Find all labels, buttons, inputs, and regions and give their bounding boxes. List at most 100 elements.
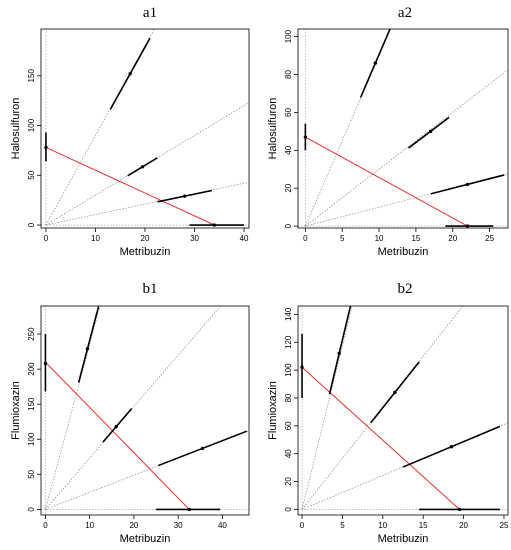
y-tick-label: 100 bbox=[284, 363, 293, 377]
x-axis-label: Metribuzin bbox=[378, 246, 429, 258]
isobole-line bbox=[305, 136, 468, 227]
x-tick-label: 5 bbox=[340, 521, 345, 530]
ray-line bbox=[305, 29, 391, 227]
plot-area bbox=[298, 29, 508, 228]
ray-line bbox=[305, 69, 508, 227]
y-tick-label: 40 bbox=[284, 449, 293, 458]
ray-line bbox=[45, 181, 249, 226]
y-tick-label: 80 bbox=[284, 69, 293, 78]
y-tick-label: 0 bbox=[284, 223, 293, 228]
data-point bbox=[449, 445, 454, 449]
y-tick-label: 200 bbox=[27, 362, 36, 376]
x-tick-label: 20 bbox=[129, 521, 138, 530]
x-tick-label: 0 bbox=[44, 234, 49, 243]
isobole-line bbox=[301, 366, 460, 510]
y-tick-label: 250 bbox=[27, 327, 36, 341]
y-axis-label: Halosulfuron bbox=[10, 98, 22, 160]
plot-area bbox=[298, 306, 508, 515]
chart-title: a2 bbox=[398, 5, 412, 21]
x-axis-label: Metribuzin bbox=[378, 533, 429, 545]
ray-line bbox=[45, 29, 155, 226]
x-axis-label: Metribuzin bbox=[120, 246, 171, 258]
x-tick-label: 10 bbox=[91, 234, 100, 243]
y-tick-label: 120 bbox=[284, 335, 293, 349]
x-tick-label: 10 bbox=[375, 234, 384, 243]
y-tick-label: 50 bbox=[27, 170, 36, 179]
x-axis-label: Metribuzin bbox=[120, 533, 171, 545]
plot-frame bbox=[297, 28, 509, 229]
x-tick-label: 15 bbox=[411, 234, 420, 243]
data-point bbox=[200, 446, 205, 451]
y-tick-label: 100 bbox=[284, 29, 293, 43]
data-point bbox=[114, 424, 118, 429]
y-tick-label: 50 bbox=[27, 469, 36, 478]
x-tick-label: 20 bbox=[459, 521, 468, 530]
x-tick-label: 25 bbox=[500, 521, 509, 530]
data-point bbox=[187, 507, 191, 512]
data-point bbox=[140, 165, 145, 169]
plot-area bbox=[41, 306, 249, 515]
data-point bbox=[182, 194, 187, 198]
y-tick-label: 100 bbox=[27, 432, 36, 446]
y-tick-label: 0 bbox=[27, 507, 36, 512]
plot-frame bbox=[297, 305, 509, 516]
x-tick-label: 0 bbox=[43, 521, 48, 530]
data-point bbox=[428, 129, 433, 134]
x-tick-label: 20 bbox=[448, 234, 457, 243]
chart-title: a1 bbox=[143, 5, 157, 21]
x-tick-label: 40 bbox=[240, 234, 249, 243]
y-tick-label: 60 bbox=[284, 107, 293, 116]
plot-frame bbox=[40, 28, 250, 229]
x-tick-label: 15 bbox=[419, 521, 428, 530]
y-tick-label: 40 bbox=[284, 145, 293, 154]
data-point bbox=[373, 61, 378, 65]
data-point bbox=[465, 224, 470, 228]
x-tick-label: 5 bbox=[340, 234, 345, 243]
y-axis-label: Flumioxazin bbox=[267, 381, 279, 440]
y-tick-label: 20 bbox=[284, 183, 293, 192]
y-axis-label: Flumioxazin bbox=[10, 381, 22, 440]
data-point bbox=[465, 182, 470, 187]
data-point bbox=[300, 365, 304, 370]
y-tick-label: 0 bbox=[284, 507, 293, 512]
data-point bbox=[337, 351, 341, 356]
data-point bbox=[44, 145, 48, 150]
x-tick-label: 10 bbox=[85, 521, 94, 530]
y-tick-label: 20 bbox=[284, 477, 293, 486]
data-point bbox=[303, 135, 308, 139]
data-point bbox=[457, 507, 462, 512]
ray-line bbox=[45, 306, 221, 510]
chart-panel-a2: a2 0 5 10 15 20 25 0 20 40 60 80 100 Metribuzin Halosu… bbox=[267, 5, 509, 258]
chart-panel-b1: b1 0 10 20 30 40 0 50 100 150 200 250 Metribuzin Flum… bbox=[10, 281, 250, 545]
x-tick-label: 10 bbox=[378, 521, 387, 530]
data-point bbox=[393, 390, 397, 395]
x-tick-label: 30 bbox=[174, 521, 183, 530]
confidence-interval bbox=[77, 306, 100, 383]
x-tick-label: 25 bbox=[485, 234, 494, 243]
y-tick-label: 60 bbox=[284, 421, 293, 430]
x-tick-label: 0 bbox=[303, 234, 308, 243]
plot-frame bbox=[40, 305, 250, 516]
y-axis-label: Halosulfuron bbox=[267, 98, 279, 160]
x-tick-label: 30 bbox=[190, 234, 199, 243]
data-point bbox=[85, 347, 90, 351]
x-tick-label: 0 bbox=[300, 521, 305, 530]
data-point bbox=[212, 223, 217, 227]
isobole-line bbox=[45, 361, 190, 510]
chart-panel-b2: b2 0 5 10 15 20 25 0 20 40 60 80 100 120 140 Metribuzin… bbox=[267, 281, 509, 545]
chart-title: b1 bbox=[143, 281, 158, 297]
isobole-line bbox=[45, 146, 215, 226]
y-tick-label: 0 bbox=[27, 222, 36, 227]
y-tick-label: 150 bbox=[27, 69, 36, 83]
ray-line bbox=[45, 430, 249, 510]
x-tick-label: 40 bbox=[218, 521, 227, 530]
y-tick-label: 100 bbox=[27, 118, 36, 132]
data-point bbox=[43, 361, 48, 366]
chart-panel-a1: a1 0 10 20 30 40 0 50 100 150 Metribuzin Halosulfur… bbox=[10, 5, 250, 258]
x-tick-label: 20 bbox=[141, 234, 150, 243]
chart-title: b2 bbox=[398, 281, 413, 297]
y-tick-label: 150 bbox=[27, 397, 36, 411]
ray-line bbox=[45, 102, 249, 226]
confidence-interval bbox=[102, 408, 133, 443]
